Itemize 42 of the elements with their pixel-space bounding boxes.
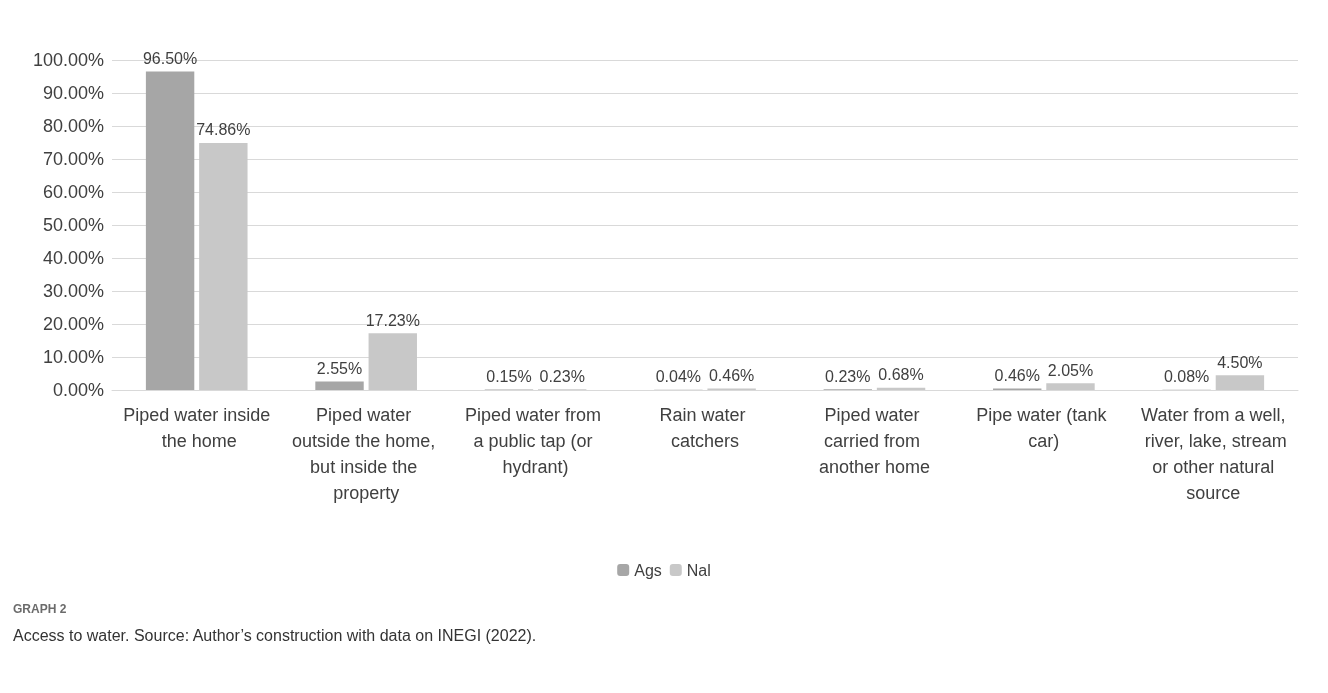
- y-tick-label: 10.00%: [42, 347, 104, 367]
- data-label: 0.08%: [1163, 368, 1210, 386]
- data-label: 0.46%: [994, 366, 1040, 384]
- y-tick-label: 100.00%: [32, 50, 104, 70]
- bar: [1215, 375, 1265, 390]
- data-label: 0.23%: [825, 367, 871, 385]
- y-tick-label: 80.00%: [42, 116, 104, 136]
- x-tick-label: Water from a well, river, lake, stream or other natural source: [1139, 405, 1287, 503]
- data-label: 0.04%: [655, 368, 702, 386]
- data-label: 0.23%: [539, 367, 585, 385]
- data-label: 2.05%: [1047, 361, 1094, 379]
- y-tick-label: 40.00%: [42, 248, 104, 268]
- caption: GRAPH 2: [13, 602, 67, 616]
- x-tick-label: Pipe water (tank car): [976, 405, 1112, 451]
- x-tick-label: Piped water carried from another home: [818, 405, 930, 477]
- data-label: 0.46%: [708, 366, 755, 384]
- y-tick-label: 50.00%: [42, 215, 104, 235]
- data-label: 96.50%: [142, 50, 198, 68]
- bar: [199, 142, 248, 390]
- x-tick-label: Piped water from a public tap (or hydrant): [465, 405, 607, 477]
- data-label: 0.15%: [486, 368, 532, 386]
- y-tick-label: 90.00%: [42, 83, 104, 103]
- x-tick-label: Piped water outside the home, but inside the property: [292, 405, 441, 503]
- y-tick-label: 20.00%: [42, 314, 104, 334]
- x-tick-label: Piped water inside the home: [123, 405, 271, 451]
- bar: [368, 333, 417, 390]
- legend-label: Nal: [686, 561, 711, 579]
- legend-label: Ags: [634, 561, 662, 579]
- y-tick-label: 0.00%: [52, 380, 104, 400]
- data-label: 0.68%: [878, 366, 924, 384]
- y-tick-label: 70.00%: [42, 149, 104, 169]
- data-label: 2.55%: [316, 360, 363, 378]
- data-label: 4.50%: [1217, 353, 1263, 371]
- y-tick-label: 30.00%: [42, 281, 104, 301]
- data-label: 17.23%: [365, 311, 420, 329]
- data-label: 74.86%: [196, 121, 251, 139]
- text: Access to water. Source: Author’s construction with data on INEGI (2022).: [13, 626, 537, 644]
- bar: [315, 381, 364, 390]
- y-tick-label: 60.00%: [42, 182, 104, 202]
- bar: [1046, 383, 1095, 390]
- bar: [145, 71, 195, 390]
- x-tick-label: Rain water catchers: [659, 405, 751, 451]
